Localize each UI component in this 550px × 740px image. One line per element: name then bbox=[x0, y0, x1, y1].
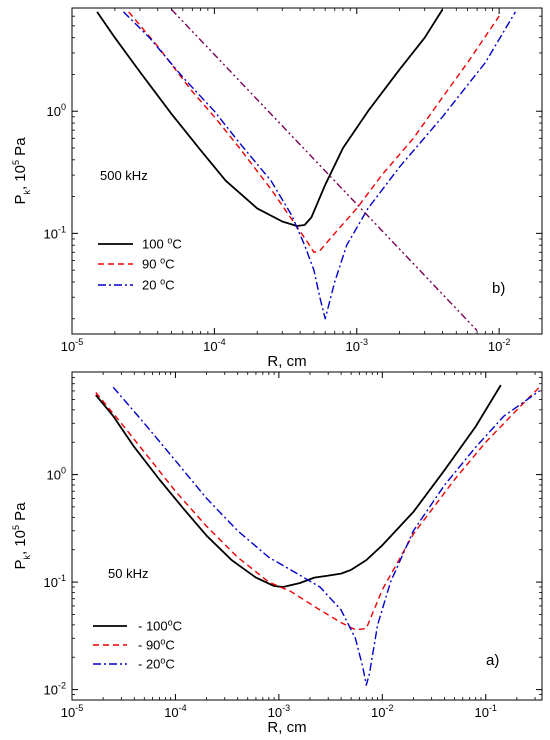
legend-label: - 20 bbox=[138, 657, 160, 672]
x-tick-exponent: -3 bbox=[282, 703, 290, 713]
legend-degree: o bbox=[160, 277, 165, 287]
legend-label: - 100 bbox=[138, 619, 168, 634]
y-label-exp: 5 bbox=[11, 525, 21, 530]
x-axis-label: R, cm bbox=[267, 719, 306, 736]
y-label-main: , 10 bbox=[12, 530, 29, 555]
legend-unit: C bbox=[165, 638, 174, 653]
panel-tag: b) bbox=[492, 280, 505, 297]
legend-degree: o bbox=[167, 236, 172, 246]
series-line-100C bbox=[96, 9, 444, 227]
legend-unit: C bbox=[172, 237, 181, 252]
x-tick-label: 10-4 bbox=[203, 337, 225, 354]
x-tick-label: 10-5 bbox=[61, 703, 83, 720]
legend-entry: 100 oC bbox=[142, 236, 182, 252]
x-tick-exponent: -4 bbox=[218, 337, 226, 347]
y-label-sub: k bbox=[22, 190, 32, 195]
y-axis-label: Pk, 105 Pa bbox=[11, 137, 32, 205]
legend-unit: C bbox=[165, 657, 174, 672]
legend-degree: o bbox=[160, 656, 165, 666]
series-line-100C bbox=[95, 384, 502, 588]
legend-label: 100 bbox=[142, 237, 167, 252]
y-tick-exponent: -1 bbox=[58, 573, 66, 583]
series-line-20C bbox=[112, 386, 540, 686]
x-tick-exponent: -5 bbox=[75, 703, 83, 713]
plot-frame bbox=[71, 371, 543, 701]
legend: - 100oC- 90oC- 20oC bbox=[93, 618, 182, 672]
x-tick-exponent: -2 bbox=[386, 703, 394, 713]
legend-degree: o bbox=[160, 256, 165, 266]
y-tick-label: 10-2 bbox=[44, 681, 66, 698]
y-label-main: P bbox=[12, 195, 29, 205]
series-line-90C bbox=[128, 11, 500, 253]
legend-entry: - 90oC bbox=[138, 637, 175, 653]
series-line-reference bbox=[170, 9, 478, 332]
legend-entry: 90 oC bbox=[142, 256, 174, 272]
x-tick-label: 10-3 bbox=[346, 337, 368, 354]
legend-entry: - 100oC bbox=[138, 618, 182, 634]
legend-label: 20 bbox=[142, 278, 160, 293]
frequency-annotation: 50 kHz bbox=[108, 566, 148, 581]
x-tick-label: 10-2 bbox=[371, 703, 393, 720]
legend-degree: o bbox=[168, 618, 173, 628]
x-tick-exponent: -4 bbox=[179, 703, 187, 713]
y-tick-exponent: -1 bbox=[58, 224, 66, 234]
series-line-90C bbox=[95, 386, 540, 631]
panel-tag: a) bbox=[486, 652, 499, 669]
y-tick-exponent: 0 bbox=[61, 466, 66, 476]
x-axis-label: R, cm bbox=[267, 353, 306, 370]
y-tick-exponent: 0 bbox=[61, 102, 66, 112]
legend-label: 90 bbox=[142, 257, 160, 272]
x-tick-exponent: -5 bbox=[75, 337, 83, 347]
y-tick-exponent: -2 bbox=[58, 681, 66, 691]
panel-a: 10-5 10-4 10-3 10-2 10-1 10-2 10-1 100 R, cm Pk, … bbox=[11, 371, 543, 736]
legend-unit: C bbox=[165, 257, 174, 272]
y-tick-label: 100 bbox=[47, 466, 66, 483]
x-tick-label: 10-4 bbox=[164, 703, 186, 720]
legend-degree: o bbox=[160, 637, 165, 647]
legend-unit: C bbox=[173, 619, 182, 634]
x-tick-label: 10-3 bbox=[268, 703, 290, 720]
frequency-annotation: 500 kHz bbox=[100, 168, 148, 183]
legend-label: - 90 bbox=[138, 638, 160, 653]
x-tick-exponent: -2 bbox=[502, 337, 510, 347]
plot-frame bbox=[71, 7, 543, 335]
legend-entry: - 20oC bbox=[138, 656, 175, 672]
x-tick-label: 10-2 bbox=[488, 337, 510, 354]
x-tick-exponent: -3 bbox=[360, 337, 368, 347]
x-tick-label: 10-5 bbox=[61, 337, 83, 354]
legend-entry: 20 oC bbox=[142, 277, 174, 293]
y-label-sub: k bbox=[22, 555, 32, 560]
y-tick-label: 10-1 bbox=[44, 573, 66, 590]
y-axis-label: Pk, 105 Pa bbox=[11, 502, 32, 570]
y-label-unit: Pa bbox=[12, 502, 29, 525]
y-label-exp: 5 bbox=[11, 160, 21, 165]
y-tick-label: 10-1 bbox=[44, 224, 66, 241]
y-label-unit: Pa bbox=[12, 137, 29, 160]
y-label-main: P bbox=[12, 560, 29, 570]
series-line-20C bbox=[123, 11, 517, 320]
legend-unit: C bbox=[165, 278, 174, 293]
x-tick-exponent: -1 bbox=[489, 703, 497, 713]
y-tick-label: 100 bbox=[47, 102, 66, 119]
x-tick-label: 10-1 bbox=[474, 703, 496, 720]
y-label-main: , 10 bbox=[12, 165, 29, 190]
